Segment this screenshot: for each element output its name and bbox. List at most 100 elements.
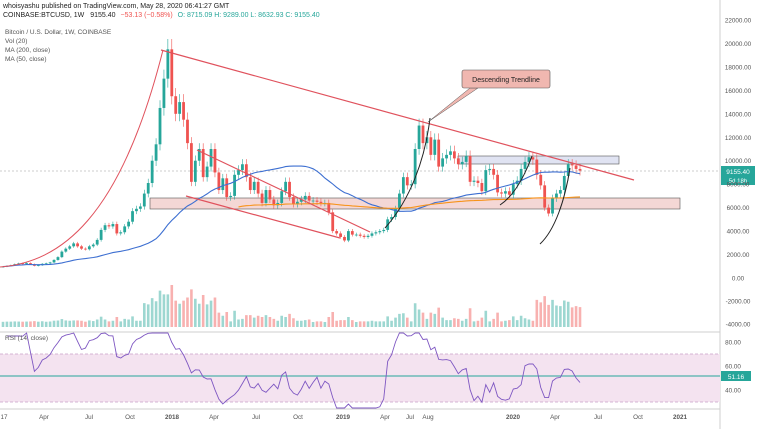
volume-bar	[88, 320, 91, 327]
x-tick-label: Jul	[252, 414, 260, 421]
volume-bar	[519, 315, 523, 327]
y-tick-label: 6000.00	[727, 205, 750, 212]
volume-bar	[425, 318, 429, 327]
candle	[484, 170, 488, 192]
volume-bar	[354, 322, 358, 327]
volume-bar	[135, 320, 138, 327]
volume-bar	[562, 300, 566, 327]
candle	[162, 78, 166, 108]
candle	[315, 200, 319, 202]
volume-bar	[382, 321, 386, 327]
candle	[405, 177, 409, 186]
volume-bar	[127, 319, 130, 327]
volume-bar	[343, 320, 346, 327]
candle	[472, 180, 476, 182]
candle	[331, 212, 335, 232]
volume-bar	[386, 316, 389, 327]
candle	[44, 263, 48, 265]
y-tick-label: 0.00	[732, 276, 745, 283]
candle	[190, 143, 193, 182]
candle	[570, 164, 574, 166]
candle	[335, 231, 339, 234]
x-tick-label: Apr	[39, 414, 49, 421]
volume-bar	[429, 312, 433, 327]
volume-bar	[539, 302, 543, 327]
publisher-line: whoisyashu published on TradingView.com,…	[2, 3, 230, 10]
volume-bar	[72, 320, 75, 327]
candle	[500, 192, 503, 194]
candle	[394, 208, 397, 218]
volume-bar	[237, 319, 240, 327]
candle	[131, 211, 134, 222]
volume-bar	[421, 312, 425, 327]
candle	[193, 160, 197, 182]
volume-bar	[64, 320, 68, 327]
candle	[574, 165, 578, 169]
candle	[170, 49, 174, 97]
volume-bar	[166, 294, 170, 327]
volume-bar	[33, 321, 36, 327]
candle	[327, 202, 331, 213]
candle	[374, 232, 378, 234]
volume-bar	[68, 320, 72, 327]
volume-bar	[296, 320, 299, 327]
candle	[225, 178, 229, 198]
y-tick-label: 2000.00	[727, 252, 750, 259]
volume-bar	[245, 315, 248, 327]
candle	[562, 175, 566, 191]
volume-bar	[515, 320, 519, 327]
volume-bar	[472, 321, 476, 327]
candle	[339, 233, 342, 237]
volume-bar	[256, 315, 260, 327]
candles	[1, 39, 582, 268]
x-tick-label: 2021	[673, 414, 688, 421]
candle	[433, 139, 437, 155]
volume-bar	[225, 312, 229, 327]
candle	[21, 263, 25, 265]
volume-bar	[331, 312, 335, 327]
volume-bar	[217, 312, 221, 327]
ohlc: O: 8715.09 H: 9289.00 L: 8632.93 C: 9155…	[178, 12, 320, 19]
candle	[260, 193, 264, 203]
support-zone	[149, 197, 681, 210]
volume-bar	[417, 309, 421, 327]
candle	[299, 199, 303, 202]
candle	[566, 164, 570, 176]
candle	[158, 107, 162, 145]
volume-bar	[468, 308, 472, 327]
candle	[401, 177, 405, 194]
x-tick-label: Oct	[293, 414, 303, 421]
parabolic-curve	[0, 49, 164, 268]
candle	[551, 198, 554, 214]
volume-bar	[303, 320, 307, 327]
candle	[547, 207, 550, 214]
candle	[123, 226, 127, 233]
x-tick-label: Jul	[406, 414, 414, 421]
rally-curve-2020a	[499, 155, 533, 206]
candle	[60, 251, 64, 258]
volume-bar	[107, 321, 111, 327]
candle	[135, 208, 138, 212]
y-tick-label: 18000.00	[725, 64, 752, 71]
candle	[99, 229, 103, 240]
rsi-tick-label: 40.00	[725, 388, 741, 395]
candle	[72, 243, 76, 247]
volume-bar	[543, 296, 546, 327]
volume-bar	[327, 317, 331, 327]
x-tick-label: Oct	[125, 414, 135, 421]
volume-bar	[111, 320, 115, 327]
price-tag-text: 9155.40	[726, 169, 750, 176]
volume-bar	[56, 320, 60, 327]
volume-bar	[531, 320, 535, 327]
volume-bar	[535, 299, 539, 327]
y-tick-label: 8000.00	[727, 182, 750, 189]
candle	[182, 102, 185, 120]
volume-bar	[119, 321, 123, 327]
volume-bar	[17, 321, 21, 327]
countdown-tag-text: 5d 18h	[729, 179, 747, 185]
volume-bar	[574, 306, 578, 327]
volume-bar	[300, 320, 303, 327]
candle	[504, 191, 507, 194]
candle	[441, 158, 445, 167]
